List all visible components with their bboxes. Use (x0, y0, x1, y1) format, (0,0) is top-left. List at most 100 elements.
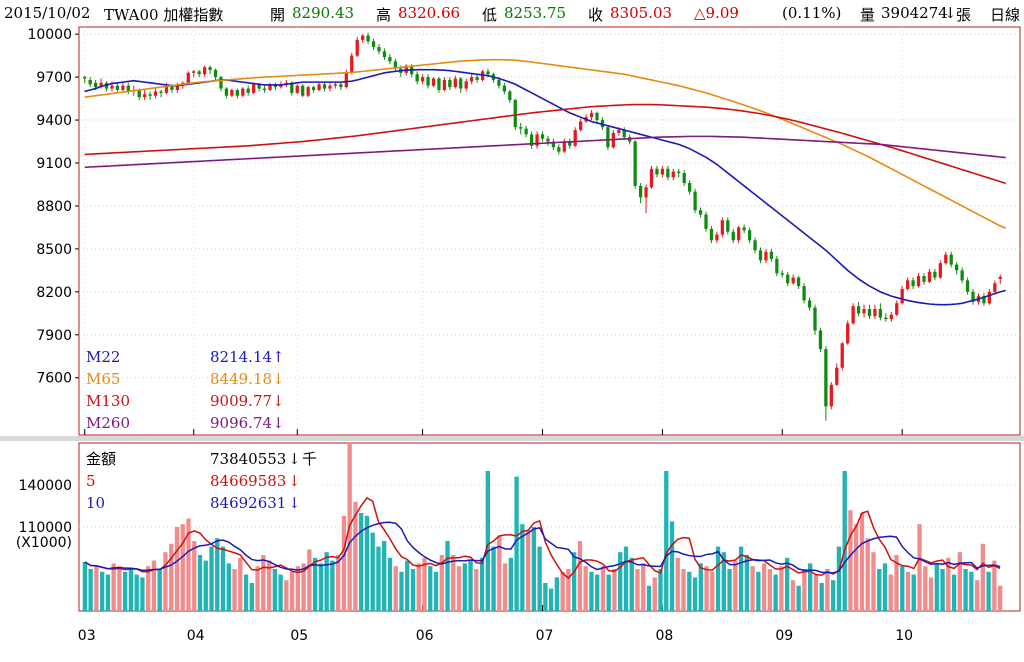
volume-bar (537, 546, 542, 611)
volume-bar (289, 571, 295, 611)
volume-bar (192, 541, 197, 611)
ma-line-m260 (84, 135, 1006, 169)
candle-body (704, 214, 708, 229)
volume-bar (733, 560, 738, 611)
candle-body (301, 85, 305, 96)
candle-body (235, 89, 239, 96)
candle-body (519, 127, 523, 129)
candle-body (753, 240, 757, 251)
volume-bar (905, 571, 911, 611)
candle-body (617, 130, 621, 133)
candle-body (388, 57, 392, 62)
candle-body (115, 85, 120, 90)
volume-bar (433, 571, 439, 611)
volume-bar (243, 574, 249, 611)
volume-bar (215, 538, 220, 611)
candle-body (867, 309, 872, 317)
volume-bar (721, 552, 726, 611)
volume-ma-arrow: ↓ (288, 472, 301, 490)
price-tick-label: 10000 (27, 27, 72, 43)
volume-bar (969, 571, 974, 611)
volume-bar (266, 560, 272, 611)
volume-bar (767, 569, 773, 611)
candle-body (230, 89, 234, 96)
volume-bar (525, 529, 531, 611)
candle-body (666, 168, 670, 178)
month-label: 05 (290, 628, 308, 644)
candle-body (540, 134, 545, 139)
amount-unit: 千 (302, 450, 317, 468)
volume-bar (669, 521, 675, 611)
price-tick-label: 9100 (36, 156, 72, 172)
candle-body (350, 55, 354, 73)
candle-body (355, 39, 359, 56)
volume-bar (784, 557, 790, 611)
candle-body (551, 141, 556, 148)
month-label: 09 (775, 628, 793, 644)
candle-body (742, 227, 746, 231)
volume-bar (99, 571, 105, 611)
candle-body (764, 251, 768, 261)
volume-bar (491, 546, 496, 611)
volume-bar (681, 569, 686, 611)
candle-body (382, 51, 387, 58)
candle-body (775, 258, 779, 274)
candle-body (644, 187, 648, 198)
candle-body (873, 309, 877, 317)
volume-bar (439, 555, 444, 611)
candle-body (982, 296, 986, 304)
ma-legend-value: 9009.77 (210, 392, 272, 410)
volume-bar (359, 513, 364, 611)
volume-bar (307, 549, 312, 611)
candle-body (420, 77, 425, 82)
volume-bar (186, 518, 191, 611)
volume-bar (698, 563, 703, 611)
volume-bar (911, 574, 916, 611)
candle-body (998, 276, 1002, 279)
close-value: 8305.03 (610, 4, 673, 22)
volume-bar (249, 583, 254, 611)
candle-body (731, 231, 735, 241)
volume-bar (382, 541, 387, 611)
ma-legend-value: 8214.14 (210, 348, 272, 366)
candle-body (361, 35, 365, 40)
candle-body (938, 263, 942, 278)
amount-arrow: ↓ (288, 450, 301, 468)
volume-bar (940, 569, 945, 611)
volume-bar (111, 563, 116, 611)
volume-bar (750, 566, 755, 611)
candle-body (322, 84, 327, 89)
volume-bar (416, 563, 421, 611)
candle-body (148, 94, 152, 96)
candle-body (579, 121, 583, 131)
volume-bar (566, 569, 571, 611)
volume-bar (871, 552, 876, 611)
candle-body (595, 112, 599, 121)
candle-body (835, 367, 839, 385)
ma-legend-arrow: ↓ (272, 414, 285, 432)
volume-bar (848, 510, 853, 611)
volume-bar (134, 574, 139, 611)
candle-body (393, 61, 397, 69)
candle-body (606, 127, 610, 148)
volume-bar (658, 569, 663, 611)
volume-value: 3904274 (881, 4, 948, 22)
ma-legend-name: M22 (86, 348, 120, 366)
volume-bar (727, 569, 732, 611)
candle-body (993, 283, 997, 292)
volume-bar (963, 569, 968, 611)
candle-body (720, 220, 724, 235)
volume-bar (692, 577, 698, 611)
candle-body (660, 168, 665, 175)
candle-body (562, 141, 566, 152)
candle-body (344, 72, 348, 88)
candle-body (192, 71, 196, 73)
candle-body (426, 77, 430, 86)
volume-bar (583, 566, 588, 611)
candle-body (442, 79, 447, 90)
volume-bar (422, 557, 427, 611)
volume-bar (387, 557, 393, 611)
volume-bar (123, 571, 128, 611)
candle-body (786, 274, 790, 284)
volume-bar (738, 546, 744, 611)
